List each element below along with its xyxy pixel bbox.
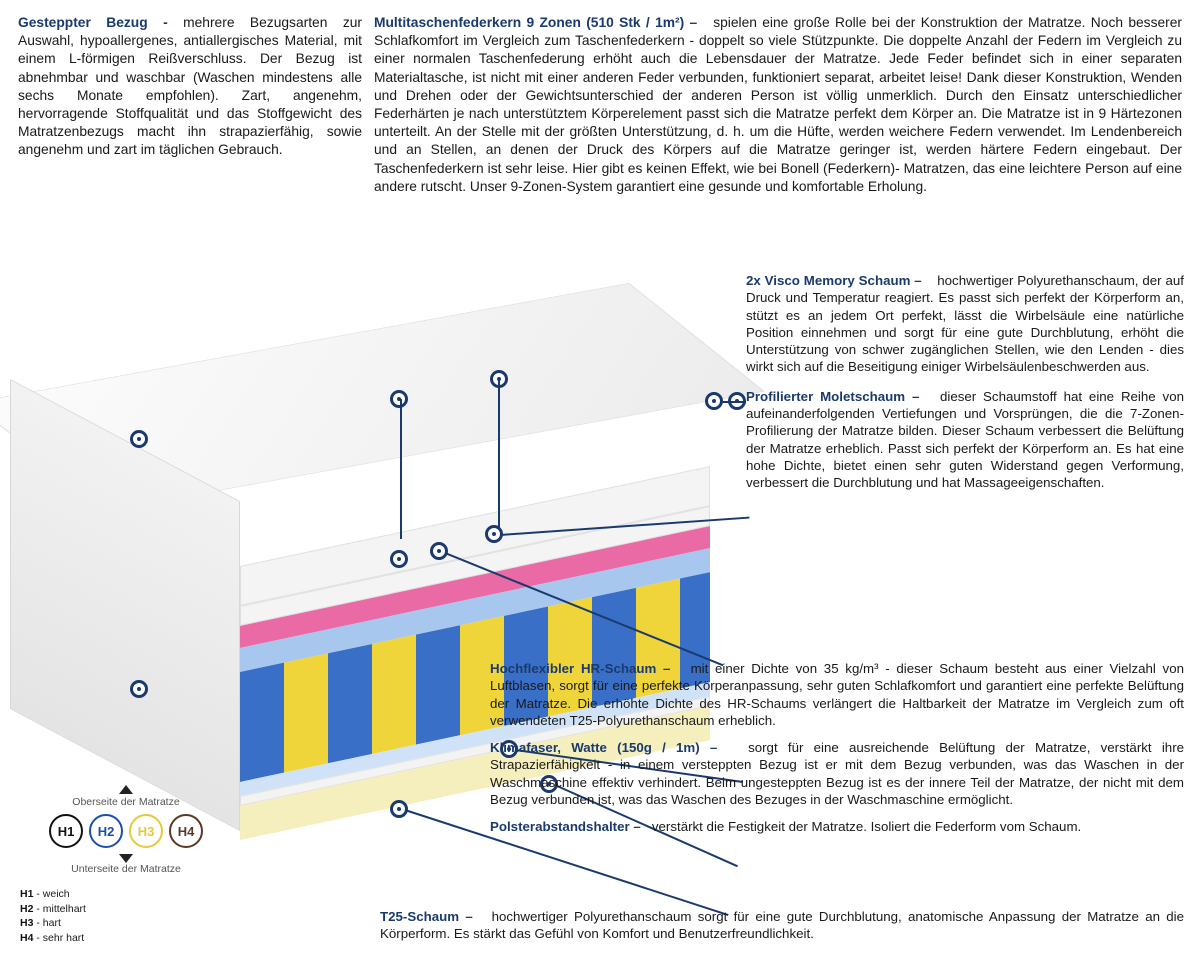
marker-cover [130,430,148,448]
hardness-circle-h1: H1 [49,814,83,848]
polster-title: Polsterabstandshalter – [490,819,641,834]
top-row: Gesteppter Bezug - mehrere Bezugsarten z… [0,0,1200,202]
marker-hr-b [430,542,448,560]
polster-body: verstärkt die Festigkeit der Matratze. I… [652,819,1081,834]
klima-title: Klimafaser, Watte (150g / 1m) – [490,740,717,755]
springs-title: Multitaschenfederkern 9 Zonen (510 Stk /… [374,15,697,30]
cover-body: mehrere Bezugsarten zur Auswahl, hypoall… [18,15,362,157]
hardness-bottom-label: Unterseite der Matratze [16,863,236,875]
hardness-circle-h3: H3 [129,814,163,848]
springs-text: Multitaschenfederkern 9 Zonen (510 Stk /… [374,14,1182,196]
hardness-key: H1 - weichH2 - mittelhartH3 - hartH4 - s… [20,887,236,946]
marker-hr-a [390,550,408,568]
t25-title: T25-Schaum – [380,909,473,924]
arrow-up-icon [119,785,133,794]
hr-text: Hochflexibler HR-Schaum – mit einer Dich… [490,660,1184,729]
legend-row: H4 - sehr hart [20,931,236,946]
cover-title: Gesteppter Bezug - [18,15,183,30]
lower-texts: Hochflexibler HR-Schaum – mit einer Dich… [490,660,1184,846]
hardness-top-label: Oberseite der Matratze [16,796,236,808]
hr-title: Hochflexibler HR-Schaum – [490,661,670,676]
bottom-texts: T25-Schaum – hochwertiger Polyurethansch… [380,908,1184,943]
molet-title: Profilierter Moletschaum – [746,389,919,404]
visco-text: 2x Visco Memory Schaum – hochwertiger Po… [746,272,1184,376]
t25-body: hochwertiger Polyurethanschaum sorgt für… [380,909,1184,941]
visco-title: 2x Visco Memory Schaum – [746,273,922,288]
hardness-circle-h4: H4 [169,814,203,848]
klima-text: Klimafaser, Watte (150g / 1m) – sorgt fü… [490,739,1184,808]
cover-text: Gesteppter Bezug - mehrere Bezugsarten z… [18,14,362,196]
hardness-circle-h2: H2 [89,814,123,848]
hardness-circles: H1H2H3H4 [16,814,236,848]
legend-row: H2 - mittelhart [20,902,236,917]
molet-text: Profilierter Moletschaum – dieser Schaum… [746,388,1184,492]
arrow-down-icon [119,854,133,863]
hardness-legend: Oberseite der Matratze H1H2H3H4 Untersei… [16,785,236,946]
legend-row: H3 - hart [20,916,236,931]
legend-row: H1 - weich [20,887,236,902]
marker-cover-side [130,680,148,698]
polster-text: Polsterabstandshalter – verstärkt die Fe… [490,818,1184,835]
marker-springs-a [390,390,408,408]
right-texts: 2x Visco Memory Schaum – hochwertiger Po… [746,272,1184,503]
springs-body: spielen eine große Rolle bei der Konstru… [374,15,1182,194]
visco-body: hochwertiger Polyurethanschaum, der auf … [746,273,1184,374]
t25-text: T25-Schaum – hochwertiger Polyurethansch… [380,908,1184,943]
